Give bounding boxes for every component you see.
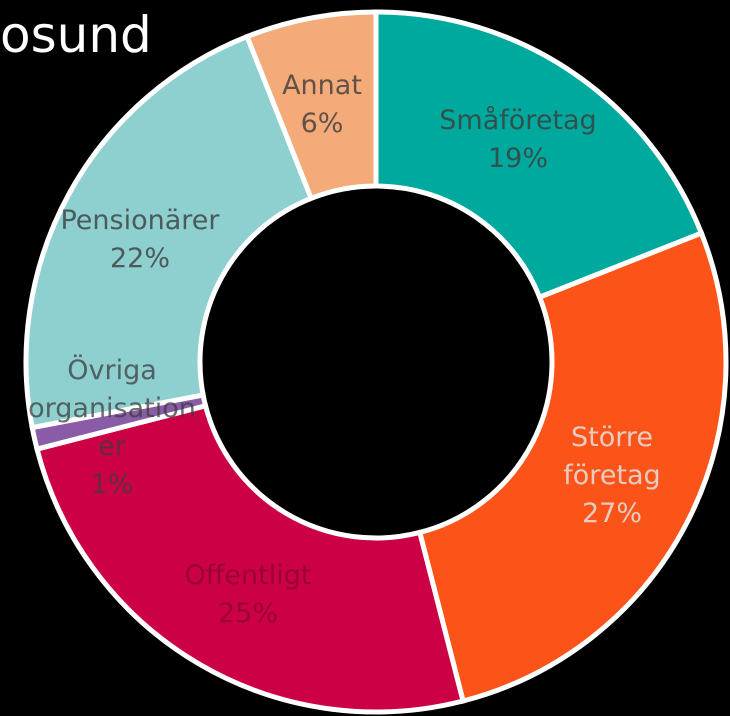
category-label: Pensionärer — [60, 205, 220, 236]
category-label: Övriga organisationer — [28, 355, 196, 462]
slice-label: Pensionärer 22% — [30, 202, 250, 278]
value-label: 22% — [109, 243, 170, 274]
donut-slice — [23, 33, 315, 431]
category-label: Större företag — [563, 422, 661, 491]
donut-slice — [373, 9, 705, 301]
slice-label: Småföretag 19% — [408, 102, 628, 178]
slice-label: Övriga organisationer 1% — [25, 352, 200, 504]
chart-title: osund — [0, 6, 152, 64]
donut-slice — [243, 9, 379, 202]
value-label: 6% — [300, 108, 344, 139]
category-label: Offentligt — [184, 560, 312, 591]
category-label: Småföretag — [439, 105, 597, 136]
value-label: 25% — [217, 598, 278, 629]
slice-label: Större företag 27% — [542, 419, 682, 533]
donut-slice — [33, 402, 467, 715]
slice-label: Offentligt 25% — [148, 557, 348, 633]
value-label: 19% — [487, 143, 548, 174]
value-label: 1% — [90, 469, 134, 500]
category-label: Annat — [282, 70, 362, 101]
slice-label: Annat 6% — [262, 67, 382, 143]
donut-slice — [416, 229, 729, 705]
value-label: 27% — [581, 498, 642, 529]
